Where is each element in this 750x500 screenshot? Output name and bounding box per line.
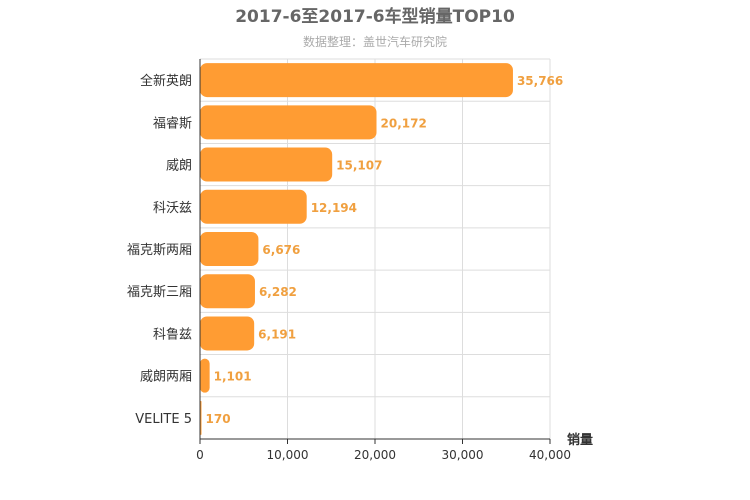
bar[interactable] bbox=[200, 274, 255, 308]
bar[interactable] bbox=[200, 148, 332, 182]
x-tick-label: 0 bbox=[196, 448, 204, 462]
category-label: 福克斯两厢 bbox=[127, 243, 192, 258]
category-label: 威朗 bbox=[166, 159, 192, 174]
data-label: 6,191 bbox=[258, 327, 296, 341]
bar[interactable] bbox=[200, 63, 513, 97]
x-tick-label: 10,000 bbox=[267, 448, 309, 462]
bar[interactable] bbox=[200, 190, 307, 224]
chart-canvas: 2017-6至2017-6车型销量TOP10 数据整理：盖世汽车研究院 35,7… bbox=[0, 0, 750, 500]
bar[interactable] bbox=[200, 316, 254, 350]
category-label: 全新英朗 bbox=[140, 73, 192, 89]
x-tick-label: 40,000 bbox=[529, 448, 571, 462]
category-label: 科沃兹 bbox=[153, 201, 192, 216]
category-label: 威朗两厢 bbox=[140, 370, 192, 385]
x-tick-label: 20,000 bbox=[354, 448, 396, 462]
bar[interactable] bbox=[200, 359, 210, 393]
category-label: 科鲁兹 bbox=[153, 327, 192, 342]
data-label: 1,101 bbox=[214, 370, 252, 384]
category-label: 福睿斯 bbox=[153, 116, 192, 131]
chart-subtitle: 数据整理：盖世汽车研究院 bbox=[303, 34, 447, 49]
data-label: 15,107 bbox=[336, 159, 382, 173]
chart-title: 2017-6至2017-6车型销量TOP10 bbox=[235, 6, 515, 27]
data-label: 170 bbox=[206, 412, 231, 426]
x-axis-title: 销量 bbox=[567, 432, 593, 448]
chart: 2017-6至2017-6车型销量TOP10 数据整理：盖世汽车研究院 35,7… bbox=[0, 0, 750, 500]
bars: 35,766 20,172 15,107 12,194 6,676 6,282 6,191 1… bbox=[200, 63, 563, 435]
category-label: VELITE 5 bbox=[135, 412, 192, 427]
x-tick-label: 30,000 bbox=[442, 448, 484, 462]
data-label: 35,766 bbox=[517, 74, 563, 88]
category-label: 福克斯三厢 bbox=[127, 285, 192, 300]
data-label: 6,282 bbox=[259, 285, 297, 299]
data-label: 20,172 bbox=[381, 116, 427, 130]
bar[interactable] bbox=[200, 232, 258, 266]
data-label: 12,194 bbox=[311, 201, 357, 215]
data-label: 6,676 bbox=[262, 243, 300, 257]
bar[interactable] bbox=[200, 105, 377, 139]
